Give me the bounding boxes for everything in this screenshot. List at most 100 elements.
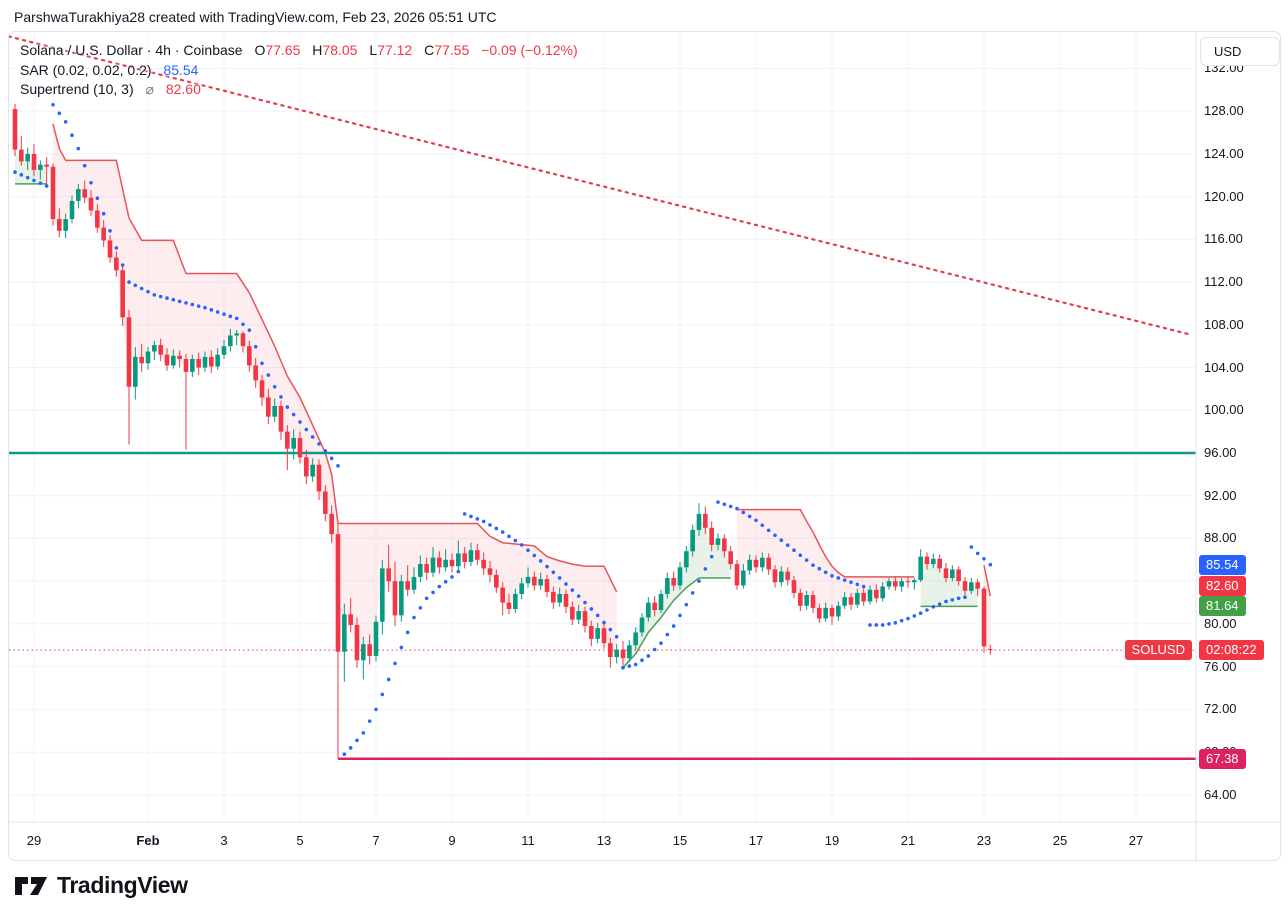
sar-dot	[51, 102, 55, 107]
candle-body	[304, 457, 309, 477]
sar-dot	[412, 615, 416, 620]
candle-body	[164, 354, 170, 366]
candle-body	[557, 594, 562, 603]
candle-body	[829, 607, 835, 617]
candle-body	[538, 579, 543, 586]
sar-dot	[127, 280, 131, 284]
candle-body	[728, 551, 733, 565]
candle-body	[595, 628, 600, 639]
candle-body	[931, 558, 936, 565]
sar-dot	[418, 606, 423, 610]
sar-dot	[741, 510, 746, 515]
candle-body	[348, 614, 353, 625]
candle-body	[278, 405, 284, 432]
candle-body	[177, 355, 182, 359]
candle-body	[253, 365, 258, 381]
candle-body	[101, 227, 106, 241]
sar-dot	[937, 602, 942, 606]
sar-dot	[684, 602, 689, 607]
candle-body	[956, 569, 961, 582]
candle-body	[291, 438, 296, 449]
candle-body	[848, 597, 854, 605]
sar-dot	[424, 596, 429, 601]
sar-dot	[310, 435, 315, 439]
sar-dot	[785, 543, 790, 548]
candle-body	[582, 611, 588, 627]
sar-dot	[329, 456, 334, 461]
candle-body	[202, 356, 208, 368]
candle-body	[709, 527, 714, 545]
sar-dot	[982, 556, 986, 561]
legend-sar-row[interactable]: SAR (0.02, 0.02, 0.2) 85.54	[20, 61, 578, 81]
candle-body	[937, 558, 942, 569]
candle-body	[69, 200, 75, 220]
candle-body	[551, 591, 556, 603]
candle-body	[190, 358, 195, 372]
sar-dot	[798, 553, 803, 557]
candle-body	[665, 577, 670, 595]
sar-dot	[766, 528, 771, 533]
candle-body	[715, 538, 721, 545]
sar-dot	[868, 623, 872, 627]
sar-dot	[627, 664, 632, 668]
candle-body	[215, 354, 220, 367]
sar-dot	[507, 534, 511, 539]
sar-dot	[963, 595, 967, 600]
legend-low: L77.12	[369, 42, 413, 58]
candle-body	[126, 317, 132, 387]
supertrend-fill	[622, 513, 731, 668]
price-pane	[9, 31, 1196, 822]
sar-dot	[462, 512, 467, 516]
candle-body	[354, 624, 360, 661]
sar-dot	[285, 405, 290, 409]
sar-dot	[323, 449, 328, 453]
candle-body	[475, 550, 480, 560]
candle-body	[620, 649, 626, 659]
candle-body	[791, 580, 797, 593]
candle-body	[297, 438, 303, 458]
trendline-drawing	[9, 35, 1191, 336]
sar-dot	[405, 630, 410, 635]
sar-dot	[253, 344, 258, 349]
sar-dot	[988, 562, 993, 567]
legend-supertrend-row[interactable]: Supertrend (10, 3) ⌀ 82.60	[20, 80, 578, 100]
candle-body	[690, 529, 695, 552]
currency-toggle-button[interactable]: USD	[1200, 37, 1280, 66]
candle-body	[462, 553, 467, 562]
sar-dot	[570, 588, 575, 592]
sar-indicator-name: SAR (0.02, 0.02, 0.2)	[20, 61, 152, 78]
candle-body	[259, 380, 265, 398]
sar-dot	[899, 618, 904, 623]
legend-high: H78.05	[312, 42, 358, 58]
sar-dot	[89, 180, 93, 185]
legend-symbol-row[interactable]: Solana / U.S. Dollar · 4h · Coinbase O77…	[20, 41, 578, 61]
candle-body	[418, 564, 423, 577]
sar-dot	[861, 584, 866, 589]
candle-body	[861, 592, 866, 602]
candle-body	[234, 333, 239, 336]
sar-dot	[608, 627, 613, 632]
candle-body	[836, 605, 841, 617]
candle-body	[525, 576, 531, 584]
sar-dot	[602, 620, 606, 625]
sar-dot	[912, 614, 917, 618]
candle-body	[114, 257, 119, 271]
sar-dot	[925, 608, 929, 612]
sar-dot	[203, 305, 207, 310]
sar-dot	[513, 538, 518, 543]
sar-dot	[830, 574, 834, 578]
candle-body	[950, 569, 955, 578]
sar-dot	[678, 613, 682, 618]
candle-body	[747, 559, 752, 571]
sar-dot	[969, 545, 974, 549]
candle-body	[443, 559, 448, 568]
sar-dot	[13, 170, 17, 174]
sar-dot	[380, 692, 385, 697]
candle-body	[753, 559, 759, 568]
tradingview-logo[interactable]: TradingView	[14, 872, 188, 899]
sar-dot	[374, 707, 378, 712]
sar-dot	[215, 310, 220, 314]
sar-dot	[57, 111, 62, 116]
candle-body	[310, 464, 315, 477]
